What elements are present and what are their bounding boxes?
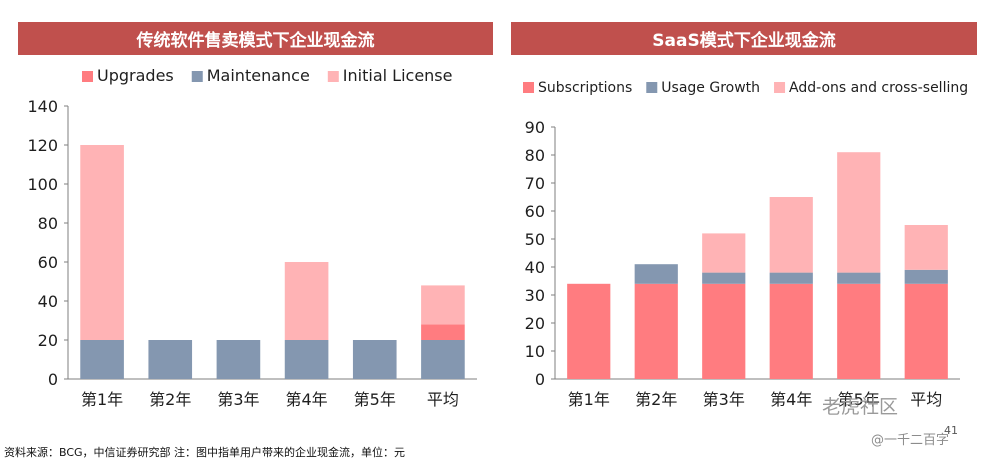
legend-swatch: [191, 71, 203, 82]
bar-segment: [567, 283, 611, 379]
legend-swatch: [646, 82, 658, 93]
bar-segment: [904, 269, 948, 284]
y-tick-label: 10: [525, 342, 545, 361]
legend-swatch: [523, 82, 534, 93]
y-tick-label: 80: [525, 146, 545, 165]
x-tick-label: 第3年: [217, 390, 259, 409]
y-tick-label: 30: [525, 286, 545, 305]
bar-segment: [634, 283, 678, 379]
bar-segment: [634, 264, 678, 284]
y-tick-label: 20: [525, 314, 545, 333]
bar-segment: [837, 272, 881, 284]
x-tick-label: 第2年: [149, 390, 191, 409]
x-tick-label: 第4年: [285, 390, 327, 409]
bar-segment: [904, 225, 948, 270]
legend-label: Initial License: [343, 66, 453, 85]
x-tick-label: 第3年: [703, 390, 745, 409]
legend-label: Upgrades: [97, 66, 174, 85]
y-tick-label: 140: [27, 97, 58, 116]
bar-segment: [80, 340, 124, 379]
y-tick-label: 60: [38, 253, 58, 272]
y-tick-label: 90: [525, 118, 545, 137]
legend-swatch: [327, 71, 339, 82]
legend-swatch: [82, 71, 93, 82]
bar-segment: [702, 233, 746, 273]
legend-label: Subscriptions: [538, 80, 632, 96]
y-tick-label: 120: [27, 136, 58, 155]
saas-cashflow-chart: Subscriptions Usage Growth Add-ons and cro…: [523, 80, 968, 409]
watermark: 老虎社区: [822, 396, 899, 418]
bar-segment: [216, 340, 261, 379]
y-tick-label: 40: [525, 258, 545, 277]
bar-segment: [421, 340, 465, 379]
bar-segment: [769, 283, 813, 379]
x-tick-label: 第2年: [635, 390, 677, 409]
legend-swatch: [774, 82, 786, 93]
bar-segment: [769, 197, 813, 273]
bar-segment: [837, 152, 881, 273]
left-chart-title: 传统软件售卖模式下企业现金流: [18, 22, 493, 55]
legend-label: Usage Growth: [661, 80, 760, 96]
bar-segment: [702, 283, 746, 379]
bar-segment: [904, 283, 948, 379]
traditional-cashflow-chart: Upgrades Maintenance Initial License 0 20 40 6…: [27, 66, 477, 409]
y-tick-label: 50: [525, 230, 545, 249]
x-tick-label: 平均: [910, 390, 942, 409]
bar-segment: [421, 285, 465, 325]
legend-label: Maintenance: [207, 66, 310, 85]
x-tick-label: 第1年: [81, 390, 123, 409]
x-tick-label: 第5年: [354, 390, 396, 409]
legend-label: Add-ons and cross-selling: [789, 80, 968, 96]
bar-segment: [702, 272, 746, 284]
bar-segment: [284, 262, 329, 340]
x-tick-label: 平均: [427, 390, 459, 409]
bar-segment: [80, 145, 124, 340]
watermark-sub: @一千二百字: [871, 433, 950, 448]
right-chart-title: SaaS模式下企业现金流: [511, 22, 977, 55]
bar-segment: [769, 272, 813, 284]
bar-segment: [837, 283, 881, 379]
bar-segment: [352, 340, 397, 379]
y-tick-label: 100: [27, 175, 58, 194]
y-tick-label: 70: [525, 174, 545, 193]
x-tick-label: 第1年: [568, 390, 610, 409]
y-tick-label: 80: [38, 214, 58, 233]
y-tick-label: 60: [525, 202, 545, 221]
bar-segment: [148, 340, 193, 379]
x-tick-label: 第5年: [838, 390, 880, 409]
y-tick-label: 0: [48, 370, 58, 389]
x-tick-label: 第4年: [770, 390, 812, 409]
source-note: 资料来源：BCG，中信证券研究部 注：图中指单用户带来的企业现金流，单位：元: [4, 446, 406, 459]
bar-segment: [421, 324, 465, 340]
y-tick-label: 40: [38, 292, 58, 311]
y-tick-label: 20: [38, 331, 58, 350]
page-number: 41: [944, 424, 958, 437]
bar-segment: [284, 340, 329, 379]
y-tick-label: 0: [535, 370, 545, 389]
